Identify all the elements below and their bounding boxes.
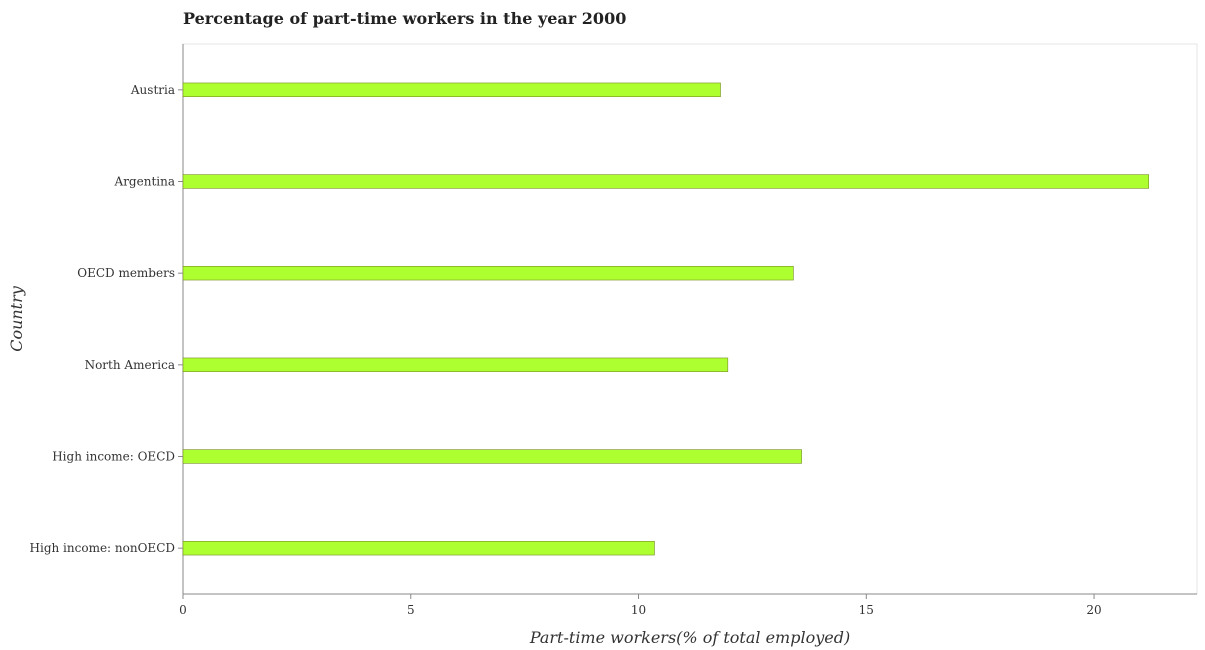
chart-title: Percentage of part-time workers in the y… [183,9,626,28]
plot-frame [182,43,1198,595]
y-tick-label: North America [85,358,175,372]
y-ticks-group: High income: nonOECD High income: OECD Nor… [30,83,183,555]
x-ticks-group: 0 5 10 15 20 [179,594,1102,617]
bars-group [182,82,1150,556]
bar-3 [182,265,794,281]
y-tick-label: OECD members [77,266,175,280]
y-tick-label: High income: nonOECD [30,541,175,555]
bar-1 [182,449,802,464]
x-tick-label: 0 [179,603,187,617]
x-tick-label: 5 [407,603,415,617]
x-tick-label: 15 [859,603,874,617]
y-tick-label: High income: OECD [52,450,175,464]
bar-4 [182,174,1150,189]
bar-5 [182,82,721,98]
y-tick-label: Argentina [114,175,175,189]
x-tick-label: 20 [1086,603,1101,617]
bar-0 [182,540,655,556]
x-axis-label: Part-time workers(% of total employed) [529,628,850,647]
x-tick-label: 10 [631,603,646,617]
y-tick-label: Austria [130,83,175,97]
y-axis-label: Country [7,285,26,352]
bar-2 [182,357,729,373]
